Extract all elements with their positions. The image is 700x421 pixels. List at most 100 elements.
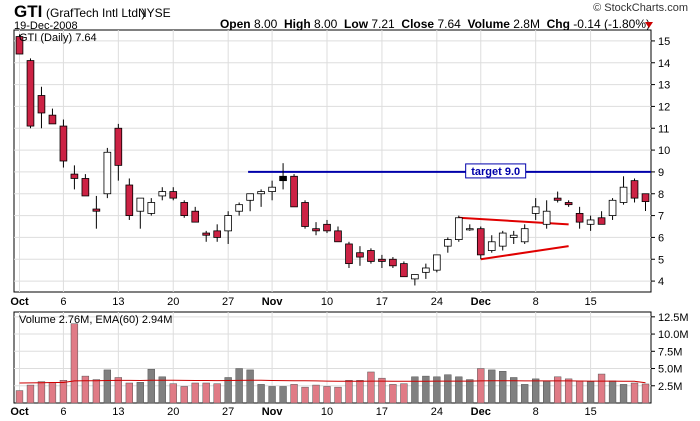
candle <box>15 34 24 55</box>
candle <box>213 224 221 242</box>
candle-body <box>290 175 298 208</box>
candle <box>48 108 57 125</box>
candle <box>136 197 145 229</box>
candle <box>422 263 430 279</box>
candle-body <box>103 151 112 195</box>
volume-y-tick-label: 12.5M <box>658 312 689 324</box>
price-x-tick-label: Nov <box>262 296 284 308</box>
candle-body <box>531 206 540 214</box>
candle <box>553 191 562 203</box>
candle <box>356 246 364 266</box>
candle <box>575 206 584 229</box>
volume-bar <box>246 369 254 404</box>
candle-body <box>70 173 79 179</box>
candle-body <box>400 263 408 278</box>
candle <box>476 226 485 260</box>
candle <box>279 163 287 190</box>
target-label-box <box>465 163 527 179</box>
candle <box>608 198 617 220</box>
volume-bar <box>213 383 221 404</box>
volume-bar <box>477 368 485 404</box>
candle-body <box>136 197 145 212</box>
candle-body <box>81 178 90 197</box>
candle <box>224 211 232 244</box>
candle-body <box>619 186 628 203</box>
price-y-tick-label: 4 <box>658 276 664 288</box>
volume-x-tick-label: 20 <box>167 406 179 418</box>
candle-body <box>422 267 430 273</box>
candle <box>257 189 265 207</box>
price-x-tick-label: 15 <box>584 296 596 308</box>
candle-body <box>180 202 189 216</box>
volume-y-tick-label: 7.5M <box>658 346 682 358</box>
candle <box>147 198 156 216</box>
volume-bar <box>92 379 101 404</box>
candle <box>81 174 90 197</box>
candle-body <box>345 243 353 265</box>
volume-x-tick-label: Oct <box>10 406 29 418</box>
price-y-tick-label: 10 <box>658 145 670 157</box>
candle-body <box>367 250 375 262</box>
price-y-tick-label: 8 <box>658 189 664 201</box>
volume-bar <box>301 386 309 404</box>
change-label: Chg <box>546 17 570 31</box>
candle-body <box>564 202 573 206</box>
volume-bar <box>180 386 188 404</box>
volume-x-tick-label: 27 <box>222 406 234 418</box>
candle-body <box>476 228 485 256</box>
close-label: Close <box>401 17 435 31</box>
volume-bar <box>268 386 276 404</box>
volume-x-tick-label: 6 <box>60 406 66 418</box>
volume-bar <box>169 383 177 404</box>
price-y-tick-label: 13 <box>658 80 670 92</box>
candle-body <box>268 186 276 192</box>
candle-body <box>48 114 57 125</box>
candle-body <box>114 127 123 166</box>
change-value: -0.14 (-1.80%) <box>573 17 650 31</box>
price-x-tick-label: 6 <box>60 296 66 308</box>
candle-body <box>444 239 452 247</box>
volume-bar <box>543 380 551 404</box>
candle-body <box>641 193 650 203</box>
candle-body <box>257 191 265 195</box>
candle <box>630 178 639 203</box>
candle-body <box>389 258 397 267</box>
volume-bar <box>279 386 287 404</box>
volume-bar <box>26 384 35 404</box>
volume-bar <box>114 377 122 404</box>
candle <box>345 241 353 268</box>
candle <box>202 230 211 242</box>
candle-body <box>169 191 178 199</box>
price-panel: 4 5 6 7 8 9 10 11 12 13 14 15 Oct 6 13 20 27 Nov 10 17 24 Dec… <box>10 29 670 308</box>
volume-bar <box>59 380 68 404</box>
candle <box>103 147 112 199</box>
price-y-tick-label: 7 <box>658 211 664 223</box>
candle-body <box>334 230 342 243</box>
volume-bar <box>367 371 375 404</box>
volume-bar <box>334 386 342 404</box>
candle <box>191 206 200 223</box>
candle-body <box>26 60 35 127</box>
volume-bar <box>103 369 112 404</box>
volume-bar <box>608 380 617 404</box>
candle <box>125 178 134 220</box>
quote-summary: Open 8.00 High 8.00 Low 7.21 Close 7.64 … <box>220 17 650 31</box>
price-x-tick-label: 13 <box>112 296 124 308</box>
price-x-tick-label: 24 <box>431 296 443 308</box>
candle-body <box>520 228 529 243</box>
volume-x-tick-label: 15 <box>584 406 596 418</box>
price-y-tick-label: 14 <box>658 58 670 70</box>
candle <box>531 198 540 220</box>
candle-body <box>454 217 463 240</box>
candle-body <box>509 234 518 238</box>
volume-bar <box>345 380 353 404</box>
low-label: Low <box>344 17 369 31</box>
volume-bar <box>37 381 46 404</box>
volume-bar <box>553 376 562 404</box>
candle <box>367 248 375 264</box>
candle <box>487 235 496 253</box>
volume-bar <box>444 374 452 404</box>
candle <box>389 257 397 268</box>
volume-panel: 2.5M 5.0M 7.5M 10.0M 12.5M Oct 6 13 20 27 Nov 10 17 2… <box>10 311 689 418</box>
candle-body <box>597 217 606 225</box>
